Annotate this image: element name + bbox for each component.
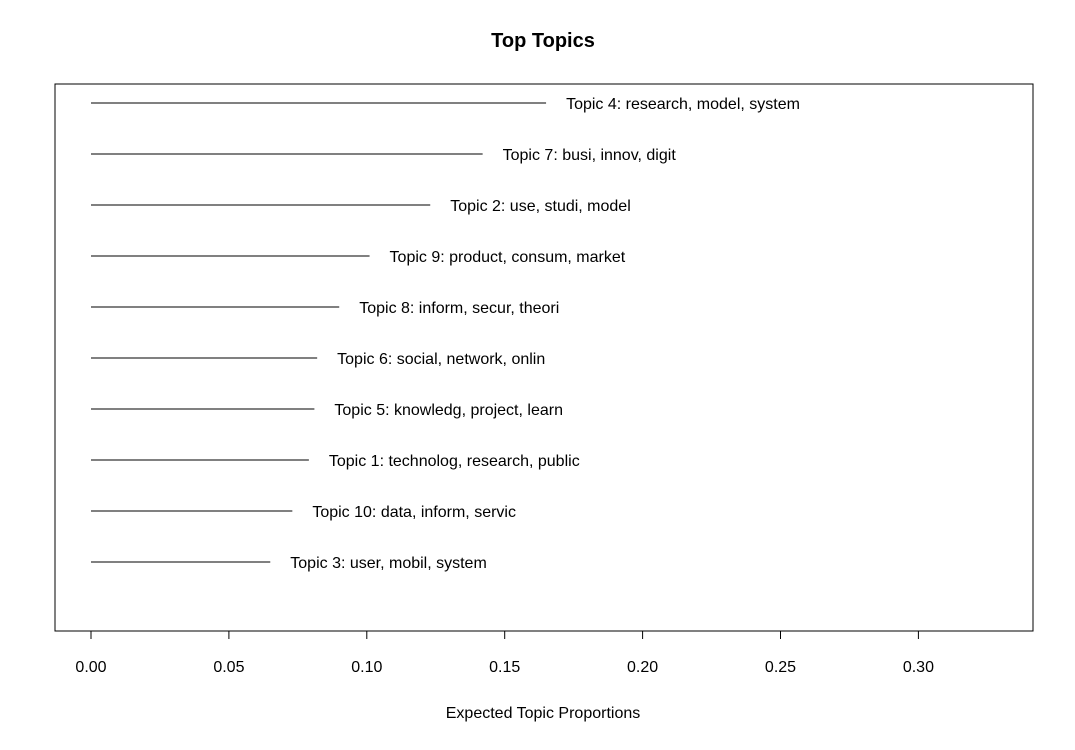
topic-label: Topic 7: busi, innov, digit bbox=[503, 147, 677, 164]
x-tick-label: 0.10 bbox=[351, 659, 382, 676]
topic-label: Topic 6: social, network, onlin bbox=[337, 351, 545, 368]
x-tick-label: 0.15 bbox=[489, 659, 520, 676]
x-tick-label: 0.20 bbox=[627, 659, 658, 676]
x-axis: 0.00 0.05 0.10 0.15 0.20 0.25 0.30 bbox=[75, 630, 934, 676]
topic-label: Topic 10: data, inform, servic bbox=[312, 504, 516, 521]
x-tick-label: 0.25 bbox=[765, 659, 796, 676]
topic-label: Topic 3: user, mobil, system bbox=[290, 555, 487, 572]
x-axis-label: Expected Topic Proportions bbox=[446, 705, 640, 722]
chart-title: Top Topics bbox=[491, 30, 595, 52]
topic-label: Topic 9: product, consum, market bbox=[390, 249, 626, 266]
x-tick-label: 0.30 bbox=[903, 659, 934, 676]
x-tick-label: 0.05 bbox=[213, 659, 244, 676]
topic-label: Topic 4: research, model, system bbox=[566, 96, 800, 113]
topic-label: Topic 8: inform, secur, theori bbox=[359, 300, 559, 317]
topic-label: Topic 1: technolog, research, public bbox=[329, 453, 580, 470]
topic-label: Topic 2: use, studi, model bbox=[450, 198, 631, 215]
topic-label: Topic 5: knowledg, project, learn bbox=[334, 402, 563, 419]
labels-layer: Topic 4: research, model, system Topic 7:… bbox=[290, 96, 800, 572]
bars-layer bbox=[91, 102, 547, 563]
x-tick-label: 0.00 bbox=[75, 659, 106, 676]
